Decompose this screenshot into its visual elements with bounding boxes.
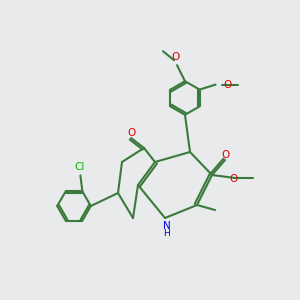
Text: O: O [224, 80, 232, 90]
Text: O: O [230, 174, 238, 184]
Text: O: O [128, 128, 136, 138]
Text: H: H [164, 229, 170, 238]
Text: N: N [163, 221, 171, 231]
Text: Cl: Cl [74, 163, 85, 172]
Text: O: O [221, 150, 229, 160]
Text: O: O [172, 52, 180, 62]
